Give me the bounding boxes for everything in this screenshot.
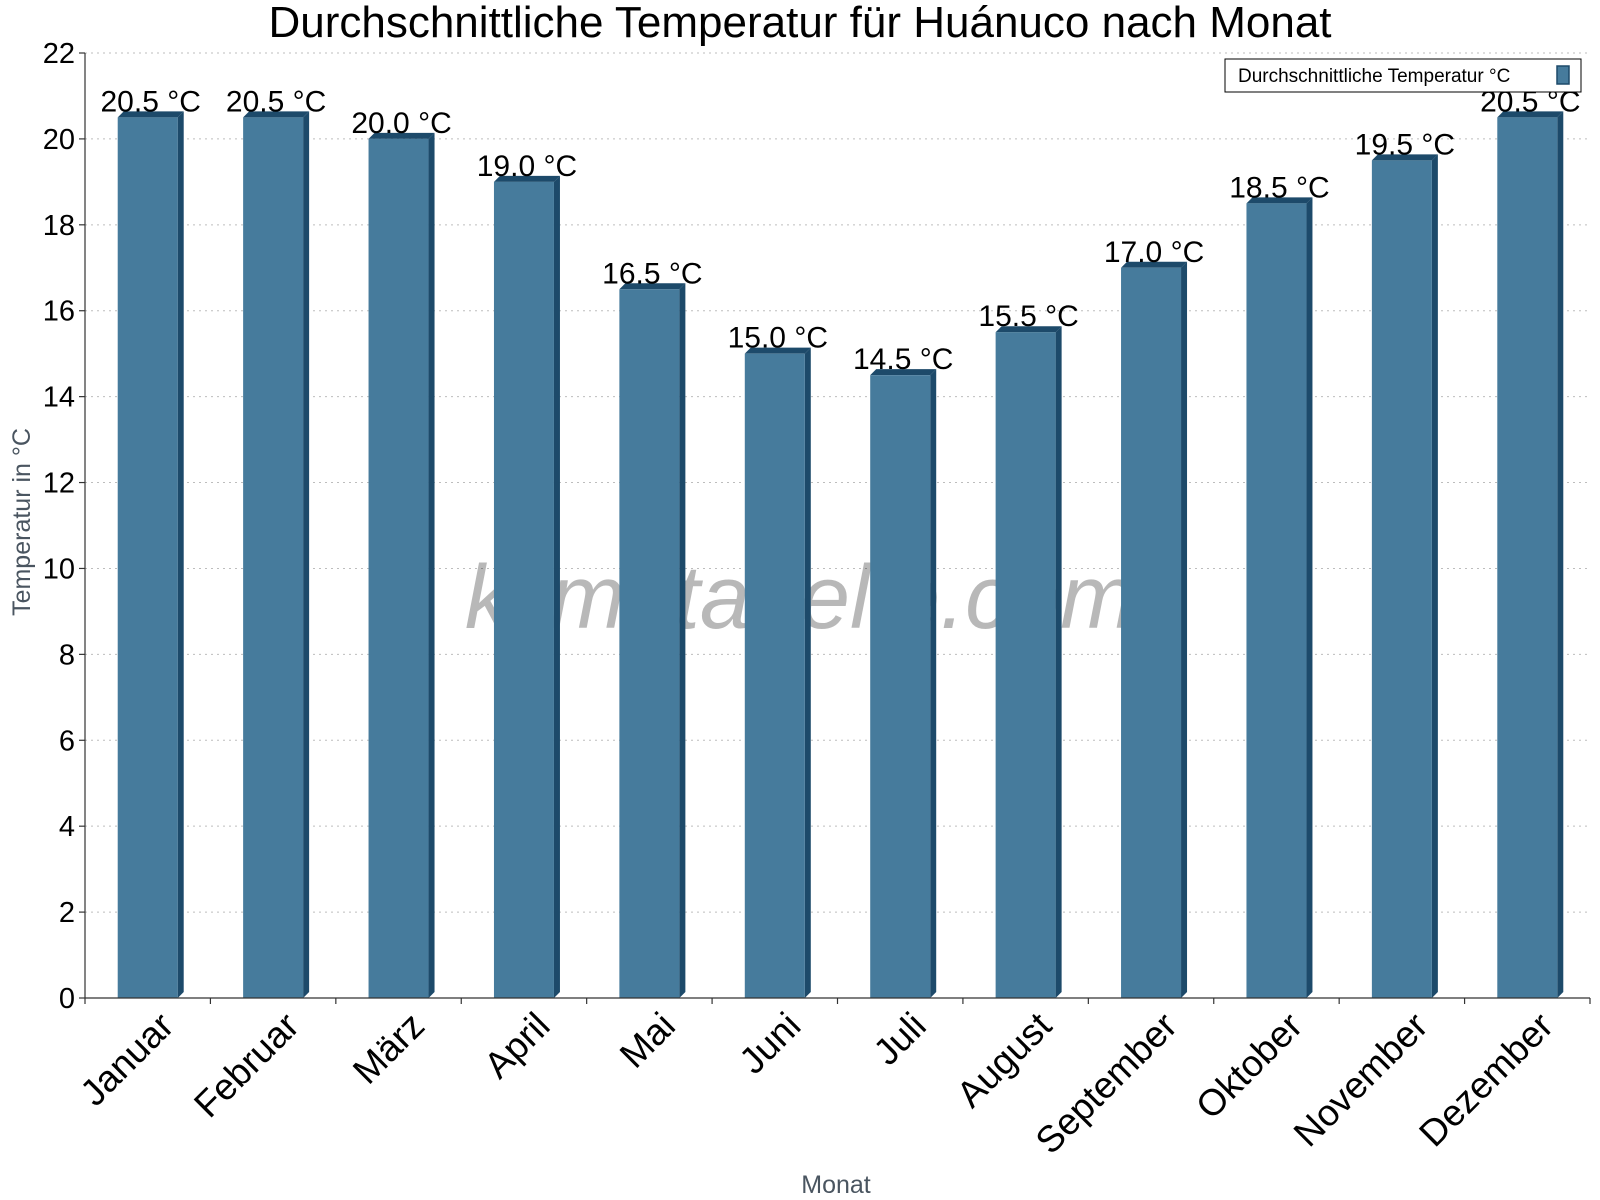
y-tick-label: 22 — [43, 38, 75, 70]
x-tick-label: August — [949, 1004, 1060, 1115]
data-label: 18.5 °C — [1229, 171, 1329, 204]
bar — [870, 369, 937, 999]
bar-front — [619, 289, 680, 998]
bar — [1121, 261, 1188, 999]
bar — [995, 326, 1062, 998]
y-axis-title: Temperatur in °C — [8, 428, 36, 616]
legend-box — [1224, 58, 1582, 93]
bar-side — [177, 111, 184, 998]
bar-side — [1181, 261, 1188, 999]
y-tick-labels: 0 2 4 6 8 10 12 14 16 18 20 22 — [43, 38, 75, 1015]
bar — [117, 111, 184, 998]
bar-front — [1121, 267, 1182, 999]
x-tick-label: März — [345, 1005, 432, 1092]
bar-side — [1055, 326, 1062, 998]
bar — [1497, 111, 1564, 998]
y-tick-label: 16 — [43, 296, 75, 328]
y-tick-label: 12 — [43, 468, 75, 500]
x-tick-labels: Januar Februar März April Mai Juni Juli AugustS… — [72, 1004, 1561, 1161]
chart-title: Durchschnittliche Temperatur für Huánuco… — [268, 0, 1331, 47]
bar-top — [619, 283, 686, 290]
grid-lines — [85, 52, 1590, 913]
bar-top — [368, 132, 435, 139]
bar-top — [1246, 197, 1313, 204]
x-tick-label: Dezember — [1411, 1005, 1561, 1155]
data-label: 20.5 °C — [101, 85, 201, 118]
bar-top — [243, 111, 310, 118]
data-label: 19.0 °C — [477, 150, 577, 183]
bar-front — [1497, 117, 1558, 998]
bar-side — [553, 175, 560, 998]
x-tick-label: Januar — [72, 1005, 181, 1114]
bar-front — [117, 117, 178, 998]
y-tick-label: 2 — [59, 897, 75, 929]
x-tick-label: April — [476, 1005, 557, 1086]
data-label: 14.5 °C — [853, 343, 953, 376]
bar-front — [744, 353, 805, 998]
y-tick-label: 0 — [59, 983, 75, 1015]
bar-front — [243, 117, 304, 998]
data-label: 17.0 °C — [1104, 236, 1204, 269]
bar-front — [995, 332, 1056, 998]
x-tick-label: Oktober — [1188, 1005, 1310, 1127]
bar-front — [1371, 160, 1432, 999]
legend-swatch — [1556, 65, 1570, 85]
x-axis-title: Monat — [801, 1171, 871, 1199]
bar-side — [1557, 111, 1564, 998]
x-tick-label: Juli — [866, 1005, 934, 1073]
bar-front — [493, 181, 554, 998]
bar-side — [428, 132, 435, 999]
legend: Durchschnittliche Temperatur °C — [1224, 58, 1582, 93]
y-tick-label: 20 — [43, 124, 75, 156]
x-tick-label: Mai — [612, 1005, 683, 1076]
bar-front — [368, 138, 429, 999]
bar-top — [1121, 261, 1188, 268]
data-label: 15.0 °C — [728, 322, 828, 355]
y-tick-label: 14 — [43, 382, 75, 414]
bar-side — [1306, 197, 1313, 998]
data-label: 20.0 °C — [351, 107, 451, 140]
data-label: 19.5 °C — [1355, 128, 1455, 161]
x-tick-label: November — [1286, 1005, 1436, 1155]
bar-top — [1497, 111, 1564, 118]
bar — [619, 283, 686, 998]
axes — [79, 52, 1591, 1004]
bar — [1371, 154, 1438, 999]
bar-top — [117, 111, 184, 118]
bar — [1246, 197, 1313, 998]
bar — [243, 111, 310, 998]
bar-side — [1431, 154, 1438, 999]
bar — [744, 347, 811, 998]
bar-front — [1246, 203, 1307, 998]
bar-front — [870, 375, 931, 999]
bar-side — [804, 347, 811, 998]
bar-top — [1371, 154, 1438, 161]
data-label: 15.5 °C — [978, 300, 1078, 333]
y-tick-label: 4 — [59, 811, 75, 843]
bar-side — [930, 369, 937, 999]
bar — [493, 175, 560, 998]
data-labels: 20.5 °C 20.5 °C 20.0 °C 19.0 °C 16.5 °C 15.0 … — [101, 85, 1581, 376]
y-tick-label: 10 — [43, 553, 75, 585]
bar-top — [995, 326, 1062, 333]
y-tick-label: 8 — [59, 639, 75, 671]
legend-label: Durchschnittliche Temperatur °C — [1238, 66, 1510, 87]
x-tick-label: Juni — [731, 1005, 808, 1082]
bar-top — [870, 369, 937, 376]
bar-top — [493, 175, 560, 182]
data-label: 16.5 °C — [602, 257, 702, 290]
y-tick-label: 6 — [59, 725, 75, 757]
bar-top — [744, 347, 811, 354]
bar — [368, 132, 435, 999]
bar-side — [679, 283, 686, 998]
x-tick-label: Februar — [186, 1005, 307, 1126]
data-label: 20.5 °C — [226, 85, 326, 118]
bars — [117, 111, 1564, 999]
bar-side — [303, 111, 310, 998]
y-tick-label: 18 — [43, 210, 75, 242]
